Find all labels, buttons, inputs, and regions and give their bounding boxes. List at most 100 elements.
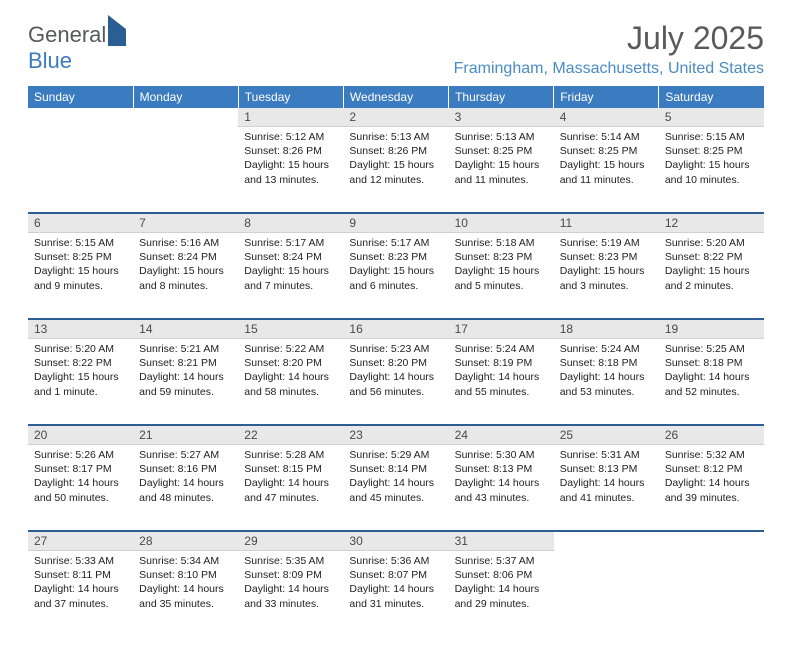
month-title: July 2025 xyxy=(454,22,764,54)
day-number xyxy=(659,532,764,536)
day-cell: Sunrise: 5:19 AMSunset: 8:23 PMDaylight:… xyxy=(554,233,659,318)
day-number: 22 xyxy=(238,426,343,445)
weekday-header-row: SundayMondayTuesdayWednesdayThursdayFrid… xyxy=(28,86,764,108)
day-body: Sunrise: 5:27 AMSunset: 8:16 PMDaylight:… xyxy=(133,445,238,511)
day-body: Sunrise: 5:23 AMSunset: 8:20 PMDaylight:… xyxy=(343,339,448,405)
day-number: 31 xyxy=(449,532,554,551)
day-cell: Sunrise: 5:37 AMSunset: 8:06 PMDaylight:… xyxy=(449,551,554,636)
day-body: Sunrise: 5:34 AMSunset: 8:10 PMDaylight:… xyxy=(133,551,238,617)
brand-part1: General xyxy=(28,22,106,47)
day-body: Sunrise: 5:21 AMSunset: 8:21 PMDaylight:… xyxy=(133,339,238,405)
day-cell: Sunrise: 5:16 AMSunset: 8:24 PMDaylight:… xyxy=(133,233,238,318)
day-number: 29 xyxy=(238,532,343,551)
day-number: 2 xyxy=(343,108,448,127)
week-row: Sunrise: 5:20 AMSunset: 8:22 PMDaylight:… xyxy=(28,339,764,424)
day-body: Sunrise: 5:36 AMSunset: 8:07 PMDaylight:… xyxy=(343,551,448,617)
day-cell: Sunrise: 5:13 AMSunset: 8:25 PMDaylight:… xyxy=(449,127,554,212)
daynum-row: 6789101112 xyxy=(28,213,764,233)
day-cell: Sunrise: 5:35 AMSunset: 8:09 PMDaylight:… xyxy=(238,551,343,636)
day-body: Sunrise: 5:16 AMSunset: 8:24 PMDaylight:… xyxy=(133,233,238,299)
day-body: Sunrise: 5:35 AMSunset: 8:09 PMDaylight:… xyxy=(238,551,343,617)
day-number: 8 xyxy=(238,214,343,233)
week-row: Sunrise: 5:12 AMSunset: 8:26 PMDaylight:… xyxy=(28,127,764,212)
day-cell: Sunrise: 5:24 AMSunset: 8:19 PMDaylight:… xyxy=(449,339,554,424)
day-cell xyxy=(28,127,133,212)
day-body: Sunrise: 5:19 AMSunset: 8:23 PMDaylight:… xyxy=(554,233,659,299)
day-body: Sunrise: 5:13 AMSunset: 8:26 PMDaylight:… xyxy=(343,127,448,193)
day-cell: Sunrise: 5:25 AMSunset: 8:18 PMDaylight:… xyxy=(659,339,764,424)
day-cell: Sunrise: 5:12 AMSunset: 8:26 PMDaylight:… xyxy=(238,127,343,212)
day-cell xyxy=(133,127,238,212)
daynum-row: 13141516171819 xyxy=(28,319,764,339)
weekday-header: Wednesday xyxy=(343,86,448,108)
day-cell: Sunrise: 5:13 AMSunset: 8:26 PMDaylight:… xyxy=(343,127,448,212)
day-cell: Sunrise: 5:34 AMSunset: 8:10 PMDaylight:… xyxy=(133,551,238,636)
day-number xyxy=(133,108,238,112)
day-body: Sunrise: 5:31 AMSunset: 8:13 PMDaylight:… xyxy=(554,445,659,511)
day-number: 5 xyxy=(659,108,764,127)
day-number: 4 xyxy=(554,108,659,127)
day-body: Sunrise: 5:37 AMSunset: 8:06 PMDaylight:… xyxy=(449,551,554,617)
day-cell: Sunrise: 5:32 AMSunset: 8:12 PMDaylight:… xyxy=(659,445,764,530)
day-number: 9 xyxy=(343,214,448,233)
day-cell: Sunrise: 5:31 AMSunset: 8:13 PMDaylight:… xyxy=(554,445,659,530)
day-cell: Sunrise: 5:29 AMSunset: 8:14 PMDaylight:… xyxy=(343,445,448,530)
day-number: 15 xyxy=(238,320,343,339)
day-number: 27 xyxy=(28,532,133,551)
day-body: Sunrise: 5:18 AMSunset: 8:23 PMDaylight:… xyxy=(449,233,554,299)
day-cell: Sunrise: 5:14 AMSunset: 8:25 PMDaylight:… xyxy=(554,127,659,212)
day-number: 23 xyxy=(343,426,448,445)
day-cell: Sunrise: 5:33 AMSunset: 8:11 PMDaylight:… xyxy=(28,551,133,636)
day-body: Sunrise: 5:24 AMSunset: 8:19 PMDaylight:… xyxy=(449,339,554,405)
week-row: Sunrise: 5:26 AMSunset: 8:17 PMDaylight:… xyxy=(28,445,764,530)
day-body: Sunrise: 5:17 AMSunset: 8:24 PMDaylight:… xyxy=(238,233,343,299)
day-cell: Sunrise: 5:20 AMSunset: 8:22 PMDaylight:… xyxy=(28,339,133,424)
day-body: Sunrise: 5:20 AMSunset: 8:22 PMDaylight:… xyxy=(28,339,133,405)
day-body: Sunrise: 5:26 AMSunset: 8:17 PMDaylight:… xyxy=(28,445,133,511)
weekday-header: Friday xyxy=(554,86,659,108)
day-cell: Sunrise: 5:22 AMSunset: 8:20 PMDaylight:… xyxy=(238,339,343,424)
weekday-header: Monday xyxy=(133,86,238,108)
day-body: Sunrise: 5:32 AMSunset: 8:12 PMDaylight:… xyxy=(659,445,764,511)
daynum-row: 12345 xyxy=(28,108,764,127)
day-cell: Sunrise: 5:26 AMSunset: 8:17 PMDaylight:… xyxy=(28,445,133,530)
day-cell: Sunrise: 5:17 AMSunset: 8:24 PMDaylight:… xyxy=(238,233,343,318)
day-cell: Sunrise: 5:15 AMSunset: 8:25 PMDaylight:… xyxy=(659,127,764,212)
day-number: 10 xyxy=(449,214,554,233)
day-number: 14 xyxy=(133,320,238,339)
day-number: 20 xyxy=(28,426,133,445)
day-cell: Sunrise: 5:20 AMSunset: 8:22 PMDaylight:… xyxy=(659,233,764,318)
day-number: 11 xyxy=(554,214,659,233)
day-body: Sunrise: 5:15 AMSunset: 8:25 PMDaylight:… xyxy=(28,233,133,299)
brand-part2: Blue xyxy=(28,48,72,73)
day-number: 25 xyxy=(554,426,659,445)
location-text: Framingham, Massachusetts, United States xyxy=(454,60,764,78)
day-cell: Sunrise: 5:27 AMSunset: 8:16 PMDaylight:… xyxy=(133,445,238,530)
day-number: 16 xyxy=(343,320,448,339)
week-row: Sunrise: 5:15 AMSunset: 8:25 PMDaylight:… xyxy=(28,233,764,318)
day-number: 26 xyxy=(659,426,764,445)
week-row: Sunrise: 5:33 AMSunset: 8:11 PMDaylight:… xyxy=(28,551,764,636)
weekday-header: Sunday xyxy=(28,86,133,108)
weekday-header: Thursday xyxy=(449,86,554,108)
day-cell: Sunrise: 5:30 AMSunset: 8:13 PMDaylight:… xyxy=(449,445,554,530)
day-number: 24 xyxy=(449,426,554,445)
day-number xyxy=(28,108,133,112)
day-number: 7 xyxy=(133,214,238,233)
day-cell: Sunrise: 5:23 AMSunset: 8:20 PMDaylight:… xyxy=(343,339,448,424)
day-cell: Sunrise: 5:28 AMSunset: 8:15 PMDaylight:… xyxy=(238,445,343,530)
day-body: Sunrise: 5:15 AMSunset: 8:25 PMDaylight:… xyxy=(659,127,764,193)
day-number: 6 xyxy=(28,214,133,233)
day-number: 1 xyxy=(238,108,343,127)
day-number: 19 xyxy=(659,320,764,339)
day-body: Sunrise: 5:13 AMSunset: 8:25 PMDaylight:… xyxy=(449,127,554,193)
day-number: 17 xyxy=(449,320,554,339)
day-cell: Sunrise: 5:21 AMSunset: 8:21 PMDaylight:… xyxy=(133,339,238,424)
day-cell: Sunrise: 5:36 AMSunset: 8:07 PMDaylight:… xyxy=(343,551,448,636)
day-body: Sunrise: 5:29 AMSunset: 8:14 PMDaylight:… xyxy=(343,445,448,511)
day-body: Sunrise: 5:24 AMSunset: 8:18 PMDaylight:… xyxy=(554,339,659,405)
day-body: Sunrise: 5:30 AMSunset: 8:13 PMDaylight:… xyxy=(449,445,554,511)
day-body: Sunrise: 5:22 AMSunset: 8:20 PMDaylight:… xyxy=(238,339,343,405)
day-cell xyxy=(554,551,659,636)
brand-logo: General Blue xyxy=(28,22,126,74)
